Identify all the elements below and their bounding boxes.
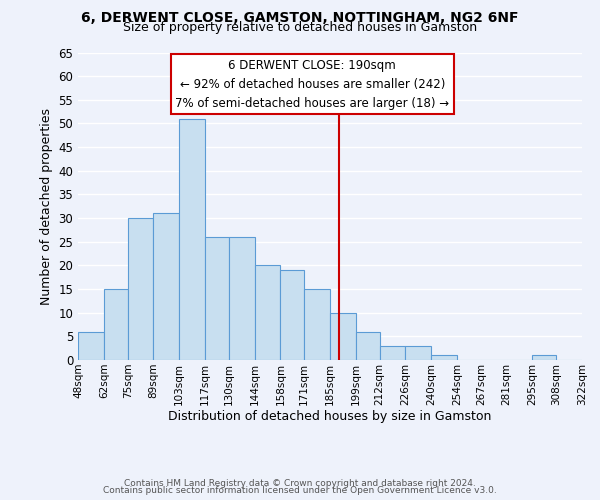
Bar bbox=[356, 332, 380, 360]
Y-axis label: Number of detached properties: Number of detached properties bbox=[40, 108, 53, 304]
Bar bbox=[431, 356, 457, 360]
Bar bbox=[205, 237, 229, 360]
Bar bbox=[128, 218, 154, 360]
Bar bbox=[154, 214, 179, 360]
Text: 6, DERWENT CLOSE, GAMSTON, NOTTINGHAM, NG2 6NF: 6, DERWENT CLOSE, GAMSTON, NOTTINGHAM, N… bbox=[81, 11, 519, 25]
Bar bbox=[179, 118, 205, 360]
Text: Size of property relative to detached houses in Gamston: Size of property relative to detached ho… bbox=[123, 21, 477, 34]
Text: 6 DERWENT CLOSE: 190sqm
← 92% of detached houses are smaller (242)
7% of semi-de: 6 DERWENT CLOSE: 190sqm ← 92% of detache… bbox=[175, 58, 449, 110]
Text: Contains HM Land Registry data © Crown copyright and database right 2024.: Contains HM Land Registry data © Crown c… bbox=[124, 478, 476, 488]
Bar bbox=[78, 332, 104, 360]
Bar bbox=[330, 312, 356, 360]
Bar bbox=[254, 266, 280, 360]
Bar bbox=[304, 289, 330, 360]
Text: Contains public sector information licensed under the Open Government Licence v3: Contains public sector information licen… bbox=[103, 486, 497, 495]
Bar bbox=[104, 289, 128, 360]
Bar bbox=[229, 237, 254, 360]
Bar bbox=[380, 346, 406, 360]
Bar bbox=[532, 356, 556, 360]
Bar bbox=[406, 346, 431, 360]
X-axis label: Distribution of detached houses by size in Gamston: Distribution of detached houses by size … bbox=[169, 410, 491, 424]
Bar bbox=[280, 270, 304, 360]
